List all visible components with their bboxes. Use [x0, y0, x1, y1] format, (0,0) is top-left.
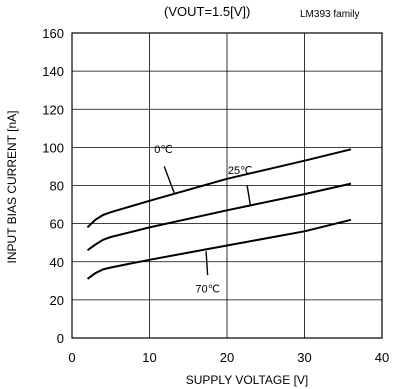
- chart-title: (VOUT=1.5[V]): [164, 4, 250, 19]
- y-tick-label: 60: [50, 217, 64, 232]
- series-leader-line: [163, 166, 175, 194]
- x-tick-label: 20: [220, 350, 234, 365]
- x-tick-label: 30: [297, 350, 311, 365]
- y-tick-label: 40: [50, 255, 64, 270]
- x-tick-labels: 0 10 20 30 40: [68, 350, 389, 365]
- y-tick-label: 80: [50, 179, 64, 194]
- y-tick-label: 120: [42, 102, 64, 117]
- y-tick-label: 0: [57, 331, 64, 346]
- series-labels: 0℃ 25℃ 70℃: [154, 144, 252, 295]
- series-lines: [86, 148, 352, 280]
- series-line: [86, 218, 352, 280]
- x-axis-label: SUPPLY VOLTAGE [V]: [186, 373, 309, 387]
- grid-lines: [72, 33, 382, 338]
- chart-subtitle: LM393 family: [300, 9, 359, 20]
- y-axis-label: INPUT BIAS CURRENT [nA]: [5, 111, 19, 264]
- x-tick-label: 0: [68, 350, 75, 365]
- y-tick-label: 160: [42, 26, 64, 41]
- y-tick-label: 20: [50, 293, 64, 308]
- plot-frame: [71, 32, 383, 339]
- y-tick-labels: 0 20 40 60 80 100 120 140 160: [42, 26, 64, 346]
- y-tick-label: 100: [42, 140, 64, 155]
- y-tick-label: 140: [42, 64, 64, 79]
- series-line: [86, 148, 352, 229]
- series-leader-line: [246, 185, 251, 205]
- x-tick-label: 40: [375, 350, 389, 365]
- series-line: [86, 182, 352, 252]
- series-label: 70℃: [195, 283, 220, 295]
- series-leader-line: [205, 251, 209, 276]
- x-tick-label: 10: [142, 350, 156, 365]
- series-label: 0℃: [154, 144, 172, 156]
- series-label: 25℃: [228, 165, 253, 177]
